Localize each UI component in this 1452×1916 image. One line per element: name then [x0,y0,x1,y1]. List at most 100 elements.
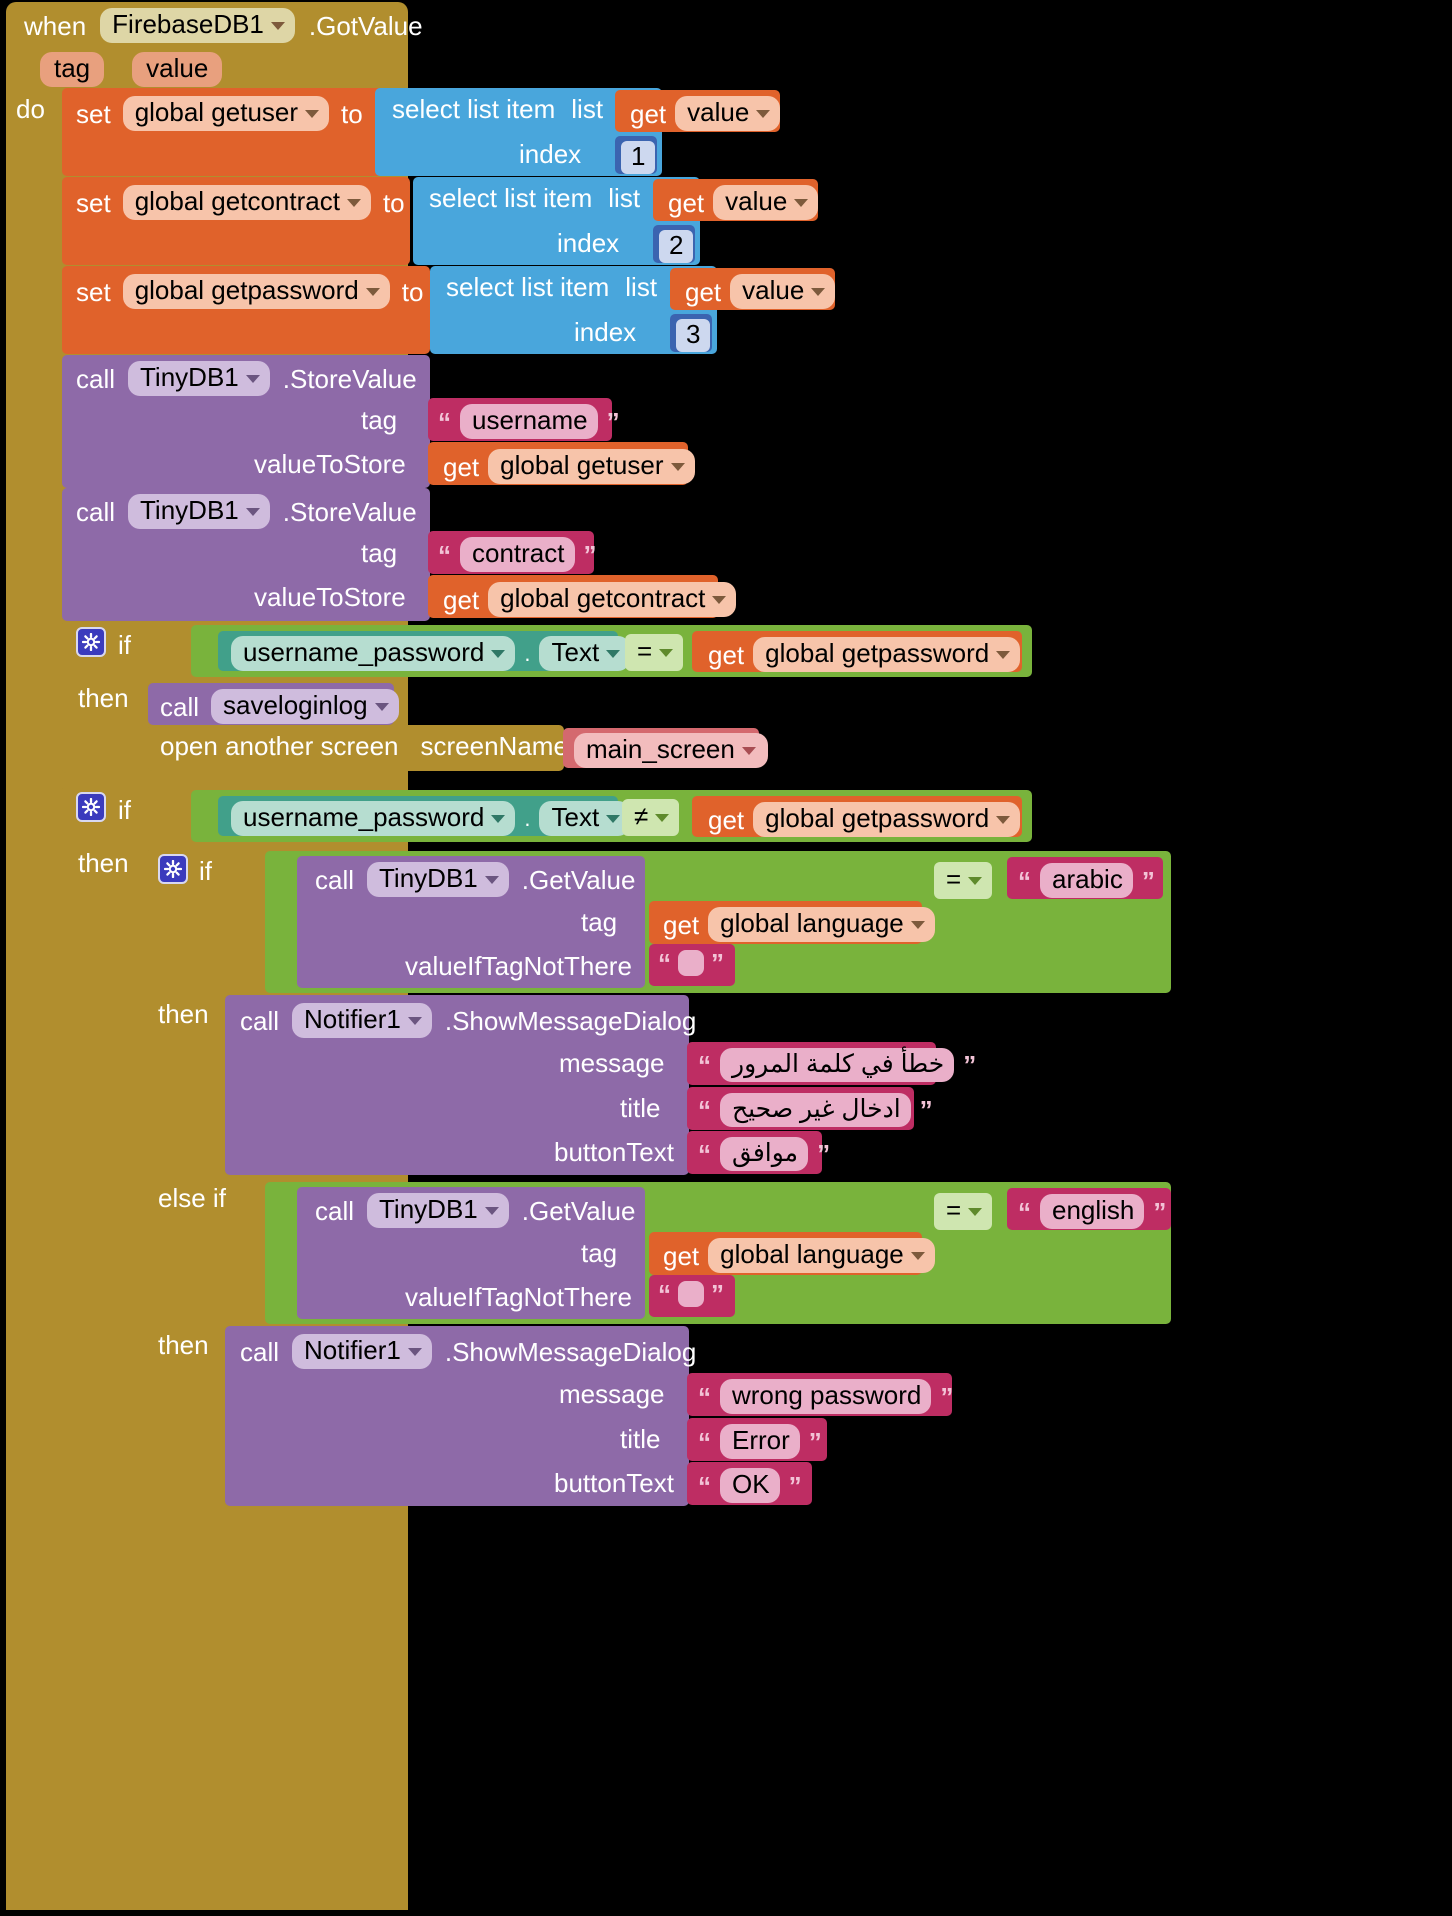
operator-dropdown-equal-english[interactable]: = [934,1193,993,1231]
get-label: get [685,276,722,307]
chevron-down-icon[interactable] [270,22,285,31]
chevron-down-icon[interactable] [741,747,756,756]
chevron-down-icon[interactable] [374,703,389,712]
select-list-item-block-1[interactable] [375,88,662,176]
event-component-name: FirebaseDB1 [112,9,264,39]
tag-socket-label-arabic: tag [581,907,618,937]
chevron-down-icon[interactable] [996,816,1011,825]
chevron-down-icon[interactable] [245,375,260,384]
text-arabic-message-value[interactable]: خطأ في كلمة المرور [720,1048,955,1083]
chevron-down-icon[interactable] [655,814,670,823]
component-dropdown-username-password-1[interactable]: username_password [231,636,516,672]
chevron-down-icon[interactable] [491,815,506,824]
notifier-component-name: Notifier1 [304,1004,401,1034]
chevron-down-icon[interactable] [407,1017,422,1026]
empty-text-row-arabic: “ ” [658,950,724,976]
notifier-component-name: Notifier1 [304,1335,401,1365]
chevron-down-icon[interactable] [811,288,826,297]
number-value-3[interactable]: 3 [676,319,711,353]
chevron-down-icon[interactable] [910,921,925,930]
operator-dropdown-notequal[interactable]: ≠ [622,799,680,837]
text-arabic-value[interactable]: arabic [1040,863,1133,899]
notifier-component-dropdown-arabic[interactable]: Notifier1 [292,1003,432,1039]
select-list-item-block-3[interactable] [430,266,717,354]
chevron-down-icon[interactable] [968,1208,983,1217]
buttontext-socket-label-arabic: buttonText [554,1137,674,1167]
text-arabic-button-value[interactable]: موافق [720,1137,809,1172]
get-variable-dropdown-getpassword-2[interactable]: global getpassword [753,802,1021,838]
mutator-gear-icon-3[interactable] [158,854,188,884]
chevron-down-icon[interactable] [245,508,260,517]
get-variable-dropdown-getpassword-1[interactable]: global getpassword [753,637,1021,673]
get-variable-dropdown-getcontract[interactable]: global getcontract [488,582,737,618]
property-dropdown-text-2[interactable]: Text [539,801,631,837]
get-variable-dropdown-3[interactable]: value [730,274,836,310]
set-variable-dropdown-getcontract[interactable]: global getcontract [122,185,371,221]
empty-text-value-english[interactable] [678,1281,704,1307]
get-value-row-1: get value [630,96,781,132]
set-variable-dropdown-getuser[interactable]: global getuser [122,96,330,132]
number-value-1[interactable]: 1 [621,141,656,175]
close-quote-icon: ” [788,1470,802,1501]
call-saveloginlog-row: call saveloginlog [160,689,399,725]
chevron-down-icon[interactable] [491,650,506,659]
open-quote-icon: “ [1018,1196,1031,1227]
chevron-down-icon[interactable] [346,199,361,208]
chevron-down-icon[interactable] [910,1252,925,1261]
valueiftagnotthere-label-english: valueIfTagNotThere [405,1282,632,1312]
call-label: call [76,363,116,394]
text-arabic-title-value[interactable]: ادخال غير صحيح [720,1093,911,1128]
then-label-1: then [78,683,129,713]
chevron-down-icon[interactable] [484,1207,499,1216]
param-value[interactable]: value [132,52,223,88]
tinydb-component-dropdown-2[interactable]: TinyDB1 [128,494,270,530]
get-variable-dropdown-language-arabic[interactable]: global language [708,907,935,943]
component-dropdown-username-password-2[interactable]: username_password [231,801,516,837]
select-list-item-block-2[interactable] [413,177,700,265]
chevron-down-icon[interactable] [968,877,983,886]
operator-dropdown-equal[interactable]: = [625,634,684,672]
chevron-down-icon[interactable] [407,1348,422,1357]
chevron-down-icon[interactable] [996,651,1011,660]
text-english-message-value[interactable]: wrong password [720,1379,932,1415]
get-variable-dropdown-2[interactable]: value [713,185,819,221]
chevron-down-icon[interactable] [365,288,380,297]
get-variable-dropdown-1[interactable]: value [675,96,781,132]
event-component-dropdown[interactable]: FirebaseDB1 [100,8,295,44]
tinydb-component-dropdown-1[interactable]: TinyDB1 [128,361,270,397]
text-english-value[interactable]: english [1040,1194,1145,1230]
screen-name-value[interactable]: main_screen [574,733,768,769]
chevron-down-icon[interactable] [756,110,771,119]
param-tag[interactable]: tag [40,52,105,88]
text-username-value[interactable]: username [460,404,598,440]
number-value-2[interactable]: 2 [659,230,694,264]
text-english-button-value[interactable]: OK [720,1468,780,1504]
mutator-gear-icon-1[interactable] [76,627,106,657]
event-params: tag value [40,52,223,88]
chevron-down-icon[interactable] [712,596,727,605]
chevron-down-icon[interactable] [606,815,621,824]
text-english-title-value[interactable]: Error [720,1424,800,1460]
operator-dropdown-equal-arabic[interactable]: = [934,862,993,900]
get-variable-dropdown-language-english[interactable]: global language [708,1238,935,1274]
select-list-item-row-1: select list item list [392,96,603,122]
valuetostore-socket-label-2: valueToStore [254,582,406,612]
chevron-down-icon[interactable] [659,649,674,658]
mutator-gear-icon-2[interactable] [76,792,106,822]
text-contract-value[interactable]: contract [460,537,575,573]
open-another-screen-block[interactable] [148,725,564,771]
property-dropdown-text-1[interactable]: Text [539,636,631,672]
chevron-down-icon[interactable] [670,463,685,472]
chevron-down-icon[interactable] [606,650,621,659]
procedure-dropdown-saveloginlog[interactable]: saveloginlog [211,689,399,725]
set-label: set [76,98,111,129]
chevron-down-icon[interactable] [484,876,499,885]
tinydb-component-dropdown-english[interactable]: TinyDB1 [367,1193,509,1229]
chevron-down-icon[interactable] [794,199,809,208]
set-variable-dropdown-getpassword[interactable]: global getpassword [122,274,390,310]
tinydb-component-dropdown-arabic[interactable]: TinyDB1 [367,862,509,898]
get-variable-dropdown-getuser[interactable]: global getuser [488,449,695,485]
chevron-down-icon[interactable] [305,110,320,119]
empty-text-value-arabic[interactable] [678,950,704,976]
notifier-component-dropdown-english[interactable]: Notifier1 [292,1334,432,1370]
